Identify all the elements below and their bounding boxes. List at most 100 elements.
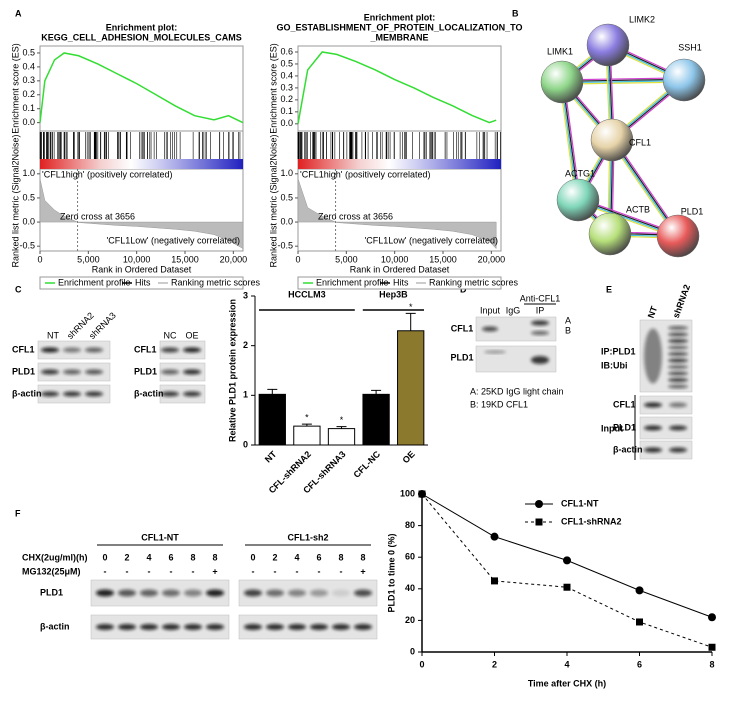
band	[288, 624, 306, 630]
legend-label: CFL1-NT	[561, 498, 599, 508]
band	[668, 371, 688, 376]
band	[183, 369, 201, 375]
legend-box	[297, 276, 502, 290]
y-tick-label: 2	[243, 340, 248, 350]
row-label: PLD1	[40, 587, 63, 597]
y-tick-label: 40	[405, 583, 415, 593]
chart-title: _MEMBRANE	[369, 32, 428, 42]
blot	[159, 340, 206, 360]
network-node	[656, 214, 700, 258]
y-axis-label: Enrichment score (ES)	[268, 43, 278, 134]
y-tick-label: 3	[243, 290, 248, 300]
lane-label: -	[296, 566, 299, 576]
y-tick-label: 0	[410, 646, 415, 656]
chart-title: Enrichment plot:	[364, 12, 436, 22]
band	[96, 589, 114, 597]
y-tick-label: 1.0	[280, 168, 293, 178]
band	[85, 391, 103, 397]
band	[354, 589, 372, 597]
error-bar	[405, 312, 416, 331]
band	[140, 624, 158, 630]
marker	[708, 643, 716, 651]
annotation: 'CFL1high' (positively correlated)	[42, 169, 173, 179]
bar	[258, 393, 286, 446]
x-tick-label: 5,000	[77, 254, 100, 264]
marker	[635, 586, 644, 595]
bar	[362, 393, 390, 446]
blot	[159, 362, 206, 382]
node-label: ACTB	[626, 204, 650, 214]
band	[161, 391, 179, 397]
lane-label: -	[252, 566, 255, 576]
antibody-label: Anti-CFL1	[520, 293, 561, 303]
significance: *	[409, 302, 413, 312]
band	[266, 589, 284, 597]
lane-label: -	[192, 566, 195, 576]
row-label: IP:PLD1	[601, 346, 636, 356]
error-bar	[301, 423, 312, 427]
band	[96, 624, 114, 630]
row-label: CFL1	[12, 344, 35, 354]
x-tick-label: 20,000	[220, 254, 248, 264]
band	[644, 447, 662, 453]
node-label: LIMK2	[629, 14, 655, 24]
lane-label: -	[126, 566, 129, 576]
x-tick-label: 10,000	[381, 254, 409, 264]
blot	[639, 440, 693, 460]
node-label: CFL1	[629, 137, 651, 147]
marker-label: A	[565, 315, 571, 325]
y-axis-label: PLD1 to time 0 (%)	[386, 533, 396, 612]
y-tick-label: 0	[243, 439, 248, 449]
band	[669, 402, 687, 408]
node-label: PLD1	[681, 206, 704, 216]
enrichment-curve	[39, 52, 244, 124]
annotation: Zero cross at 3656	[60, 211, 135, 221]
x-tick-label: 0	[419, 659, 424, 669]
network-node	[590, 118, 634, 162]
band	[310, 624, 328, 630]
lane-label: -	[148, 566, 151, 576]
lane-label: 4	[146, 552, 151, 562]
band	[644, 425, 662, 431]
y-tick-label: -0.5	[19, 241, 35, 251]
network-node	[556, 178, 600, 222]
band	[183, 347, 201, 353]
lane-label: NT	[47, 330, 59, 340]
legend-label: Enrichment profile	[58, 277, 131, 287]
y-tick-label: -0.5	[277, 241, 293, 251]
bar	[327, 428, 356, 446]
band	[310, 589, 328, 597]
legend-box	[39, 276, 244, 290]
band	[244, 589, 262, 597]
significance: *	[305, 413, 309, 423]
x-tick-label: NT	[263, 449, 279, 465]
group-label: Hep3B	[379, 289, 408, 299]
x-tick-label: 5,000	[335, 254, 358, 264]
lane-label: shRNA2	[671, 283, 692, 319]
group-label: CFL1-sh2	[287, 532, 328, 542]
x-tick-label: 4	[564, 659, 569, 669]
lane-label: IgG	[506, 305, 521, 315]
legend-marker	[535, 518, 543, 526]
node-label: ACTG1	[565, 168, 595, 178]
annotation: 'CFL1Low' (negatively correlated)	[107, 235, 241, 245]
group-label: HCCLM3	[288, 289, 326, 299]
network-node	[662, 58, 706, 102]
y-tick-label: 0.0	[22, 117, 35, 127]
lane-label: 2	[272, 552, 277, 562]
lane-label: 8	[212, 552, 217, 562]
row-label: CHX(2ug/ml)(h)	[22, 552, 88, 562]
marker	[490, 532, 499, 541]
y-tick-label: 0.1	[22, 103, 35, 113]
y-tick-label: 0.2	[280, 94, 293, 104]
y-tick-label: 80	[405, 520, 415, 530]
annotation: 'CFL1high' (positively correlated)	[300, 169, 431, 179]
y-tick-label: 0.2	[22, 89, 35, 99]
lane-label: 8	[190, 552, 195, 562]
panel-label: F	[15, 508, 21, 518]
lane-label: +	[360, 566, 365, 576]
band	[63, 391, 81, 397]
band	[668, 345, 688, 350]
row-label: PLD1	[134, 366, 157, 376]
x-axis-label: Time after CHX (h)	[528, 678, 606, 688]
